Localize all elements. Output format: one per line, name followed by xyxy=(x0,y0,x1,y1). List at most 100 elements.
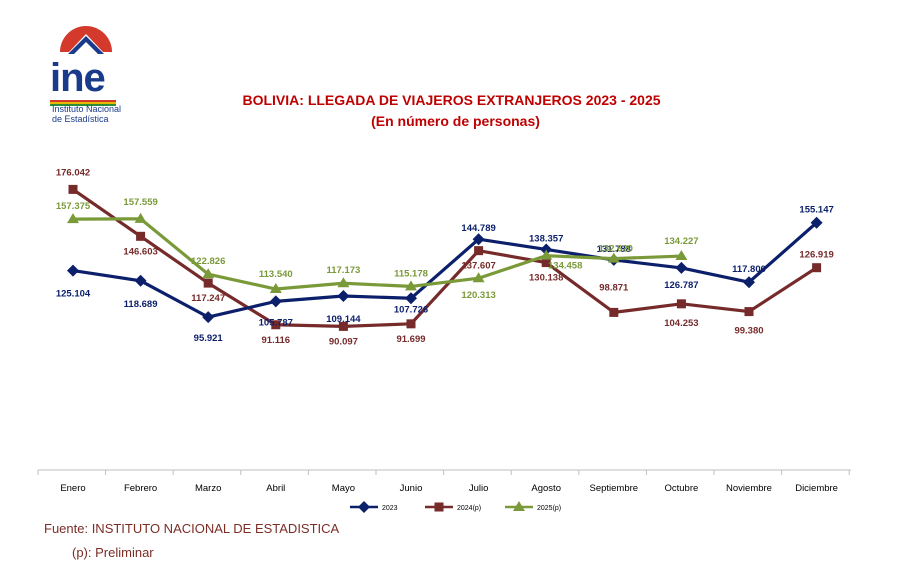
data-label: 132.620 xyxy=(599,244,633,255)
x-tick-label: Marzo xyxy=(195,483,221,494)
legend-marker xyxy=(434,502,444,512)
data-label: 91.116 xyxy=(262,335,291,346)
source-note: Fuente: INSTITUTO NACIONAL DE ESTADISTIC… xyxy=(44,521,340,536)
data-label: 134.227 xyxy=(664,236,698,247)
data-label: 105.787 xyxy=(259,317,293,328)
logo-stripe-green xyxy=(50,104,116,106)
data-point xyxy=(337,290,350,303)
data-point xyxy=(812,263,822,273)
data-label: 109.144 xyxy=(326,314,361,325)
chart-subtitle: (En número de personas) xyxy=(371,113,540,129)
x-tick-label: Enero xyxy=(60,483,85,494)
data-label: 115.178 xyxy=(394,268,428,279)
data-label: 95.921 xyxy=(194,333,224,344)
data-point xyxy=(406,319,416,329)
legend-marker xyxy=(513,501,525,511)
data-label: 137.607 xyxy=(461,261,495,272)
data-label: 146.603 xyxy=(123,246,157,257)
series-line-2023 xyxy=(72,221,818,319)
x-tick-label: Septiembre xyxy=(590,483,639,494)
logo-stripe-red xyxy=(50,100,116,102)
chart-title: BOLIVIA: LLEGADA DE VIAJEROS EXTRANJEROS… xyxy=(242,92,661,108)
data-point xyxy=(675,250,688,261)
data-point xyxy=(405,292,417,305)
data-label: 126.787 xyxy=(664,280,698,291)
data-label: 134.458 xyxy=(548,261,582,272)
preliminary-note: (p): Preliminar xyxy=(72,545,154,560)
data-label: 113.540 xyxy=(259,269,293,280)
series-line-2025p xyxy=(72,217,682,291)
data-label: 125.104 xyxy=(56,289,91,300)
data-label: 122.826 xyxy=(191,256,225,267)
data-label: 99.380 xyxy=(734,326,763,337)
logo-subtitle-line2: de Estadística xyxy=(52,114,109,124)
data-label: 157.375 xyxy=(56,201,91,212)
x-tick-label: Agosto xyxy=(531,483,561,494)
data-label: 120.313 xyxy=(461,290,495,301)
legend-label: 2025(p) xyxy=(537,505,561,512)
data-label: 155.147 xyxy=(799,205,833,216)
data-label: 117.800 xyxy=(732,264,766,275)
legend-label: 2023 xyxy=(382,505,398,512)
data-label: 131.788 xyxy=(597,244,631,255)
data-label: 138.357 xyxy=(529,233,563,244)
x-tick-label: Noviembre xyxy=(726,483,772,494)
legend-label: 2024(p) xyxy=(457,505,481,512)
data-point xyxy=(541,258,551,268)
data-point xyxy=(676,299,686,309)
data-point xyxy=(68,184,78,194)
data-point xyxy=(472,233,485,246)
data-point xyxy=(540,243,553,256)
series-line-2024p xyxy=(72,188,818,328)
data-point xyxy=(269,283,282,294)
x-tick-label: Julio xyxy=(469,483,489,494)
data-label: 117.247 xyxy=(191,293,225,304)
data-point xyxy=(474,246,484,256)
data-point xyxy=(134,274,147,287)
data-point xyxy=(540,249,553,260)
x-tick-label: Junio xyxy=(400,483,423,494)
logo-mark xyxy=(50,26,116,106)
logo-stripe-yellow xyxy=(50,102,116,104)
data-point xyxy=(67,264,79,277)
data-label: 118.689 xyxy=(124,299,158,310)
x-tick-label: Abril xyxy=(266,483,285,494)
data-label: 157.559 xyxy=(123,197,157,208)
logo-arch xyxy=(60,26,112,52)
x-tick-label: Diciembre xyxy=(795,483,838,494)
data-point xyxy=(67,213,79,224)
logo-subtitle-line1: Instituto Nacional xyxy=(52,104,122,114)
data-point xyxy=(269,295,282,308)
data-label: 130.138 xyxy=(529,273,563,284)
line-chart: Enero Febrero Marzo Abril Mayo Junio Julio Agos… xyxy=(37,167,851,513)
data-point xyxy=(203,278,213,288)
data-label: 126.919 xyxy=(799,250,833,261)
data-point xyxy=(810,216,823,229)
x-tick-label: Mayo xyxy=(332,483,355,494)
logo-roof xyxy=(68,36,104,54)
data-label: 90.097 xyxy=(329,336,358,347)
ine-logo xyxy=(46,14,128,126)
data-point xyxy=(607,252,620,263)
data-label: 117.173 xyxy=(326,265,360,276)
data-point xyxy=(338,321,348,331)
data-point xyxy=(743,276,755,289)
data-point xyxy=(405,280,417,291)
data-point xyxy=(136,231,146,241)
data-label: 107.726 xyxy=(394,304,428,315)
data-label: 91.699 xyxy=(396,334,425,345)
data-point xyxy=(744,307,754,317)
x-tick-label: Febrero xyxy=(124,483,157,494)
data-point xyxy=(134,212,147,223)
x-tick-label: Octubre xyxy=(665,483,699,494)
data-label: 104.253 xyxy=(664,318,698,329)
data-point xyxy=(202,311,215,324)
data-point xyxy=(337,277,350,288)
logo-wordmark: ine xyxy=(50,56,106,100)
data-point xyxy=(271,320,281,330)
data-label: 144.789 xyxy=(461,223,495,234)
data-label: 98.871 xyxy=(599,282,629,293)
data-point xyxy=(472,272,485,283)
data-label: 176.042 xyxy=(56,167,90,178)
data-point xyxy=(675,261,688,274)
